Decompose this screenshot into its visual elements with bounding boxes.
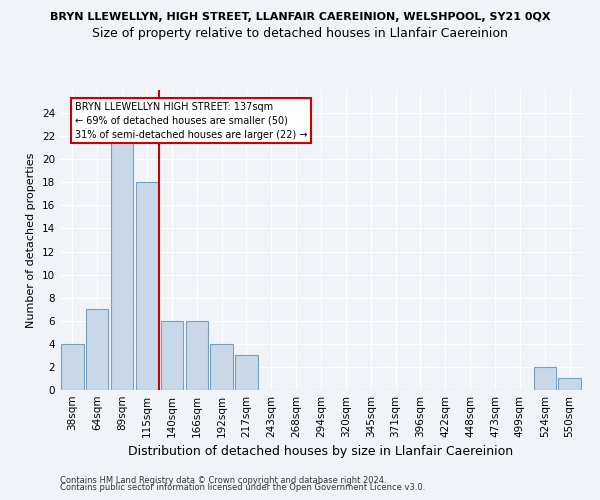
Bar <box>111 136 133 390</box>
Bar <box>136 182 158 390</box>
Bar <box>211 344 233 390</box>
X-axis label: Distribution of detached houses by size in Llanfair Caereinion: Distribution of detached houses by size … <box>128 446 514 458</box>
Bar <box>559 378 581 390</box>
Text: Size of property relative to detached houses in Llanfair Caereinion: Size of property relative to detached ho… <box>92 28 508 40</box>
Text: Contains HM Land Registry data © Crown copyright and database right 2024.: Contains HM Land Registry data © Crown c… <box>60 476 386 485</box>
Text: Contains public sector information licensed under the Open Government Licence v3: Contains public sector information licen… <box>60 484 425 492</box>
Text: BRYN LLEWELLYN, HIGH STREET, LLANFAIR CAEREINION, WELSHPOOL, SY21 0QX: BRYN LLEWELLYN, HIGH STREET, LLANFAIR CA… <box>50 12 550 22</box>
Bar <box>235 356 257 390</box>
Y-axis label: Number of detached properties: Number of detached properties <box>26 152 37 328</box>
Text: BRYN LLEWELLYN HIGH STREET: 137sqm
← 69% of detached houses are smaller (50)
31%: BRYN LLEWELLYN HIGH STREET: 137sqm ← 69%… <box>75 102 307 140</box>
Bar <box>86 309 109 390</box>
Bar <box>185 321 208 390</box>
Bar <box>61 344 83 390</box>
Bar <box>161 321 183 390</box>
Bar <box>533 367 556 390</box>
